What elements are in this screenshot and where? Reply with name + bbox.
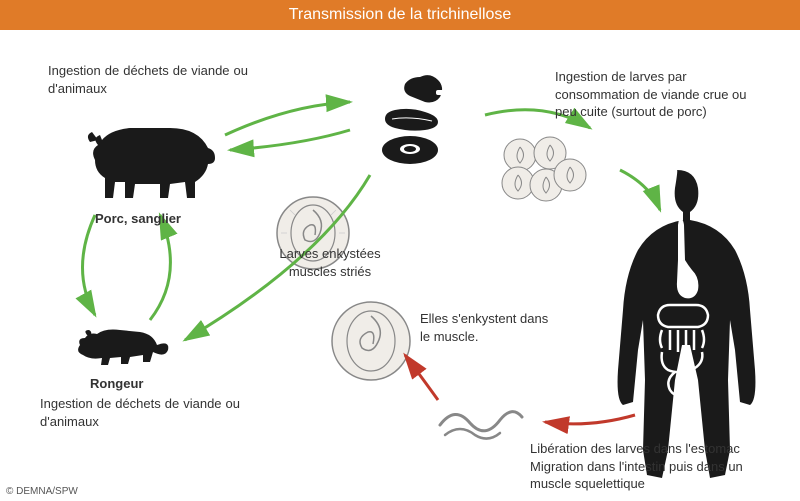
diagram-area: Ingestion de déchets de viande ou d'anim… [0,30,800,490]
header-bar: Transmission de la trichinellose [0,0,800,30]
pig-name-label: Porc, sanglier [95,210,181,228]
pig-ingestion-label: Ingestion de déchets de viande ou d'anim… [48,62,248,97]
encyst-label: Elles s'enkystent dans le muscle. [420,310,560,345]
rodent-ingestion-label: Ingestion de déchets de viande ou d'anim… [40,395,240,430]
footer-credit: © DEMNA/SPW [6,486,78,497]
release-label: Libération des larves dans l'estomac Mig… [530,440,780,493]
header-title: Transmission de la trichinellose [289,6,512,23]
human-ingestion-label: Ingestion de larves par consommation de … [555,68,765,121]
larvae-muscle-label: Larves enkystées muscles striés [265,245,395,280]
rodent-name-label: Rongeur [90,375,143,393]
